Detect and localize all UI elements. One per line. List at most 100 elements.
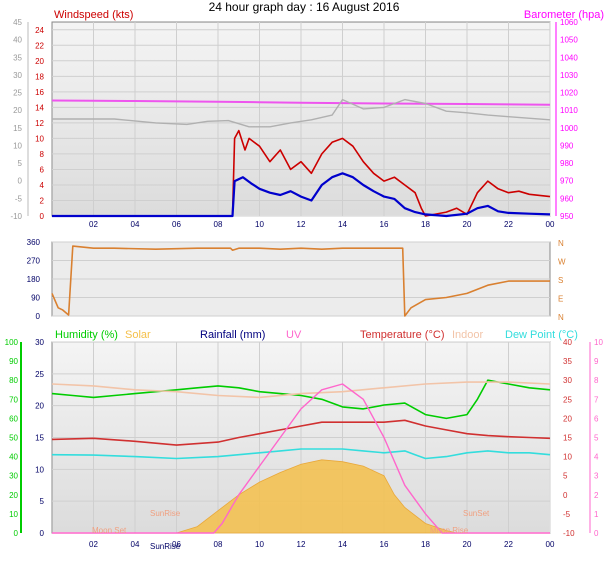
compass-label: E: [558, 295, 563, 304]
humidity-tick-label: 60: [9, 414, 18, 423]
temp-tick-label: 5: [563, 472, 568, 481]
baro-tick-label: 1030: [560, 71, 578, 80]
temp-tick-label: 35: [563, 357, 572, 366]
humidity-tick-label: 10: [9, 510, 18, 519]
gust-tick-label: -10: [10, 212, 22, 221]
wind-x-tick-label: 10: [255, 220, 264, 229]
wind-x-tick-label: 20: [463, 220, 472, 229]
humidity-line: [51, 379, 551, 420]
baro-tick-label: 1020: [560, 89, 578, 98]
temp-tick-label: -5: [563, 510, 571, 519]
baro-tick-label: 1050: [560, 36, 578, 45]
barometer-axis-label: Barometer (hpa): [524, 9, 604, 21]
direction-tick-label: 360: [27, 238, 41, 247]
temp-tick-label: -10: [563, 529, 575, 538]
temp-tick-label: 0: [563, 491, 568, 500]
uv-tick-label: 3: [594, 472, 599, 481]
temp-tick-label: 10: [563, 453, 572, 462]
wind-x-tick-label: 00: [546, 220, 555, 229]
temp-tick-label: 30: [563, 376, 572, 385]
temp-x-tick-label: 14: [338, 540, 347, 549]
sun-moon-annotation: SunRise: [150, 509, 181, 518]
rain-tick-label: 20: [35, 402, 44, 411]
temp-x-tick-label: 20: [463, 540, 472, 549]
wind-tick-label: 20: [35, 57, 44, 66]
wind-tick-label: 8: [40, 150, 45, 159]
direction-line: [51, 245, 550, 317]
wind-gust-line: [52, 129, 551, 217]
temp-x-tick-label: 16: [380, 540, 389, 549]
compass-label: W: [558, 258, 566, 267]
direction-tick-label: 0: [36, 312, 41, 321]
uv-line: [52, 383, 550, 534]
gust-tick-label: 45: [13, 18, 22, 27]
uv-tick-label: 9: [594, 357, 599, 366]
sun-moon-annotation: SunSet: [463, 509, 490, 518]
sun-moon-annotation: Moon Rise: [430, 526, 469, 535]
wind-tick-label: 14: [35, 103, 44, 112]
wind-x-tick-label: 04: [131, 220, 140, 229]
compass-label: N: [558, 239, 564, 248]
temp-x-tick-label: 00: [546, 540, 555, 549]
uv-tick-label: 0: [594, 529, 599, 538]
baro-tick-label: 1010: [560, 106, 578, 115]
panel3-header: Temperature (°C): [360, 329, 444, 341]
direction-tick-label: 90: [31, 294, 40, 303]
wind-tick-label: 0: [40, 212, 45, 221]
rain-tick-label: 10: [35, 465, 44, 474]
compass-label: N: [558, 313, 564, 322]
baro-tick-label: 1000: [560, 124, 578, 133]
dewpoint-line: [51, 448, 551, 460]
temperature-line: [51, 419, 551, 446]
panel3-header: Indoor: [452, 329, 484, 341]
wind-average-line: [52, 172, 551, 218]
wind-x-tick-label: 06: [172, 220, 181, 229]
baro-tick-label: 980: [560, 159, 574, 168]
wind-x-tick-label: 14: [338, 220, 347, 229]
wind-x-tick-label: 16: [380, 220, 389, 229]
wind-tick-label: 22: [35, 41, 44, 50]
panel3-header: Solar: [125, 329, 151, 341]
humidity-tick-label: 50: [9, 434, 18, 443]
barometer-line: [51, 99, 551, 106]
uv-tick-label: 4: [594, 453, 599, 462]
indoor-temp-line: [51, 381, 551, 399]
wind-x-tick-label: 08: [214, 220, 223, 229]
temp-x-tick-label: 04: [131, 540, 140, 549]
temp-x-tick-label: 06: [172, 540, 181, 549]
gust-tick-label: -5: [15, 194, 23, 203]
direction-tick-label: 270: [27, 257, 41, 266]
uv-tick-label: 6: [594, 414, 599, 423]
temp-x-tick-label: 10: [255, 540, 264, 549]
wind-x-tick-label: 18: [421, 220, 430, 229]
wind-tick-label: 16: [35, 88, 44, 97]
gust-tick-label: 30: [13, 71, 22, 80]
wind-tick-label: 4: [40, 181, 45, 190]
baro-tick-label: 950: [560, 212, 574, 221]
wind-tick-label: 6: [40, 165, 45, 174]
rain-tick-label: 30: [35, 338, 44, 347]
humidity-tick-label: 0: [14, 529, 19, 538]
direction-tick-label: 180: [27, 275, 41, 284]
humidity-tick-label: 100: [5, 338, 19, 347]
sun-moon-annotation: Moon Set: [92, 526, 127, 535]
panel3-header: UV: [286, 329, 302, 341]
temp-x-tick-label: 18: [421, 540, 430, 549]
temp-tick-label: 25: [563, 395, 572, 404]
temp-x-tick-label: 22: [504, 540, 513, 549]
uv-tick-label: 1: [594, 510, 599, 519]
temp-x-tick-label: 02: [89, 540, 98, 549]
sun-moon-annotation: SunRise: [150, 542, 181, 551]
baro-tick-label: 990: [560, 141, 574, 150]
page-title: 24 hour graph day : 16 August 2016: [208, 0, 400, 14]
rain-tick-label: 25: [35, 370, 44, 379]
temp-tick-label: 15: [563, 434, 572, 443]
humidity-tick-label: 30: [9, 472, 18, 481]
baro-tick-label: 970: [560, 177, 574, 186]
uv-tick-label: 8: [594, 376, 599, 385]
humidity-tick-label: 90: [9, 357, 18, 366]
gust-tick-label: 40: [13, 36, 22, 45]
wind-x-tick-label: 22: [504, 220, 513, 229]
wind-tick-label: 10: [35, 134, 44, 143]
